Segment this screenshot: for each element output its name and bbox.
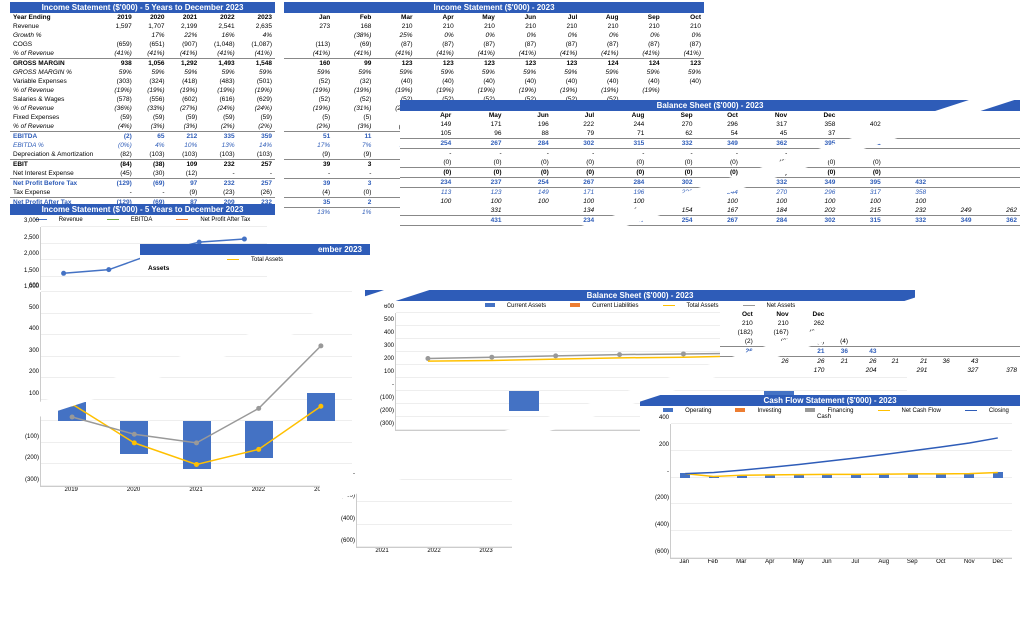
balance-chart-leftfrag-title: ember 2023 Total Assets Assets — [140, 244, 370, 272]
cashflow-title: Cash Flow Statement ($'000) - 2023 — [640, 395, 1020, 406]
income-monthly-title: Income Statement ($'000) - 2023 — [284, 2, 704, 13]
chart-annual-title: Income Statement ($'000) - 5 Years to De… — [10, 204, 275, 215]
balance-chart2-title: Balance Sheet ($'000) - 2023 — [365, 290, 915, 301]
assets-label: Assets — [140, 265, 370, 272]
legend-total-assets: Total Assets — [251, 257, 283, 263]
cashflow-legend: OperatingInvestingFinancingNet Cash Flow… — [640, 406, 1020, 422]
balance-sheet-title: Balance Sheet ($'000) - 2023 — [400, 100, 1020, 111]
income-annual-title: Income Statement ($'000) - 5 Years to De… — [10, 2, 275, 13]
income-annual-table: Year Ending20192020202120222023Revenue1,… — [10, 13, 275, 217]
cashflow-panel: Cash Flow Statement ($'000) - 2023 Opera… — [640, 395, 1020, 574]
income-annual-panel: Income Statement ($'000) - 5 Years to De… — [10, 2, 275, 217]
chart-annual-legend: RevenueEBITDANet Profit After Tax — [10, 215, 275, 225]
